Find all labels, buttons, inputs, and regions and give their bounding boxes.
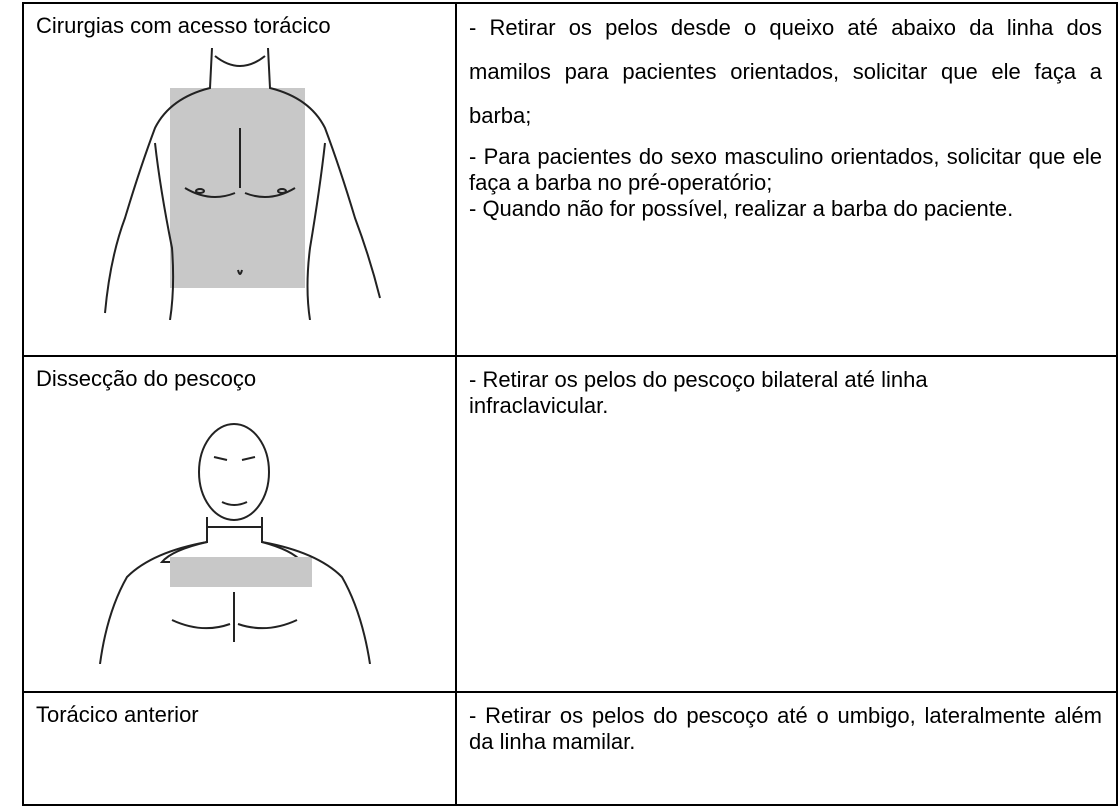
table-border (22, 804, 1118, 806)
table-cell: - Retirar os pelos desde o queixo até ab… (457, 4, 1116, 355)
neck-illustration (99, 423, 371, 664)
column-divider (455, 2, 457, 806)
procedure-name: Dissecção do pescoço (36, 366, 257, 391)
table-cell: Dissecção do pescoço (24, 357, 455, 691)
torso-illustration (104, 48, 381, 320)
instruction-paragraph: - Retirar os pelos do pescoço bilateral … (469, 367, 928, 418)
instruction-paragraph: - Retirar os pelos do pescoço até o umbi… (469, 703, 1102, 754)
procedure-name: Torácico anterior (36, 702, 199, 727)
instruction-paragraph: - Quando não for possível, realizar a ba… (469, 196, 1014, 221)
table-cell: - Retirar os pelos do pescoço até o umbi… (457, 693, 1116, 804)
row-divider (22, 691, 1118, 693)
instruction-paragraph: - Retirar os pelos desde o queixo até ab… (469, 15, 1102, 128)
table-border (22, 2, 24, 806)
table-border (22, 2, 1118, 4)
table-border (1116, 2, 1118, 806)
procedure-name: Cirurgias com acesso torácico (36, 13, 331, 38)
row-divider (22, 355, 1118, 357)
table-cell: Cirurgias com acesso torácico (24, 4, 455, 355)
instruction-paragraph: - Para pacientes do sexo masculino orien… (469, 144, 1102, 195)
table-cell: Torácico anterior (24, 693, 455, 804)
table-cell: - Retirar os pelos do pescoço bilateral … (457, 357, 1116, 691)
